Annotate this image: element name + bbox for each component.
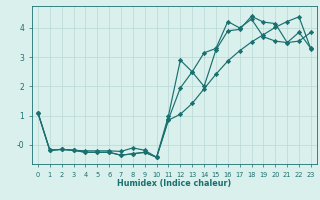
X-axis label: Humidex (Indice chaleur): Humidex (Indice chaleur) — [117, 179, 232, 188]
